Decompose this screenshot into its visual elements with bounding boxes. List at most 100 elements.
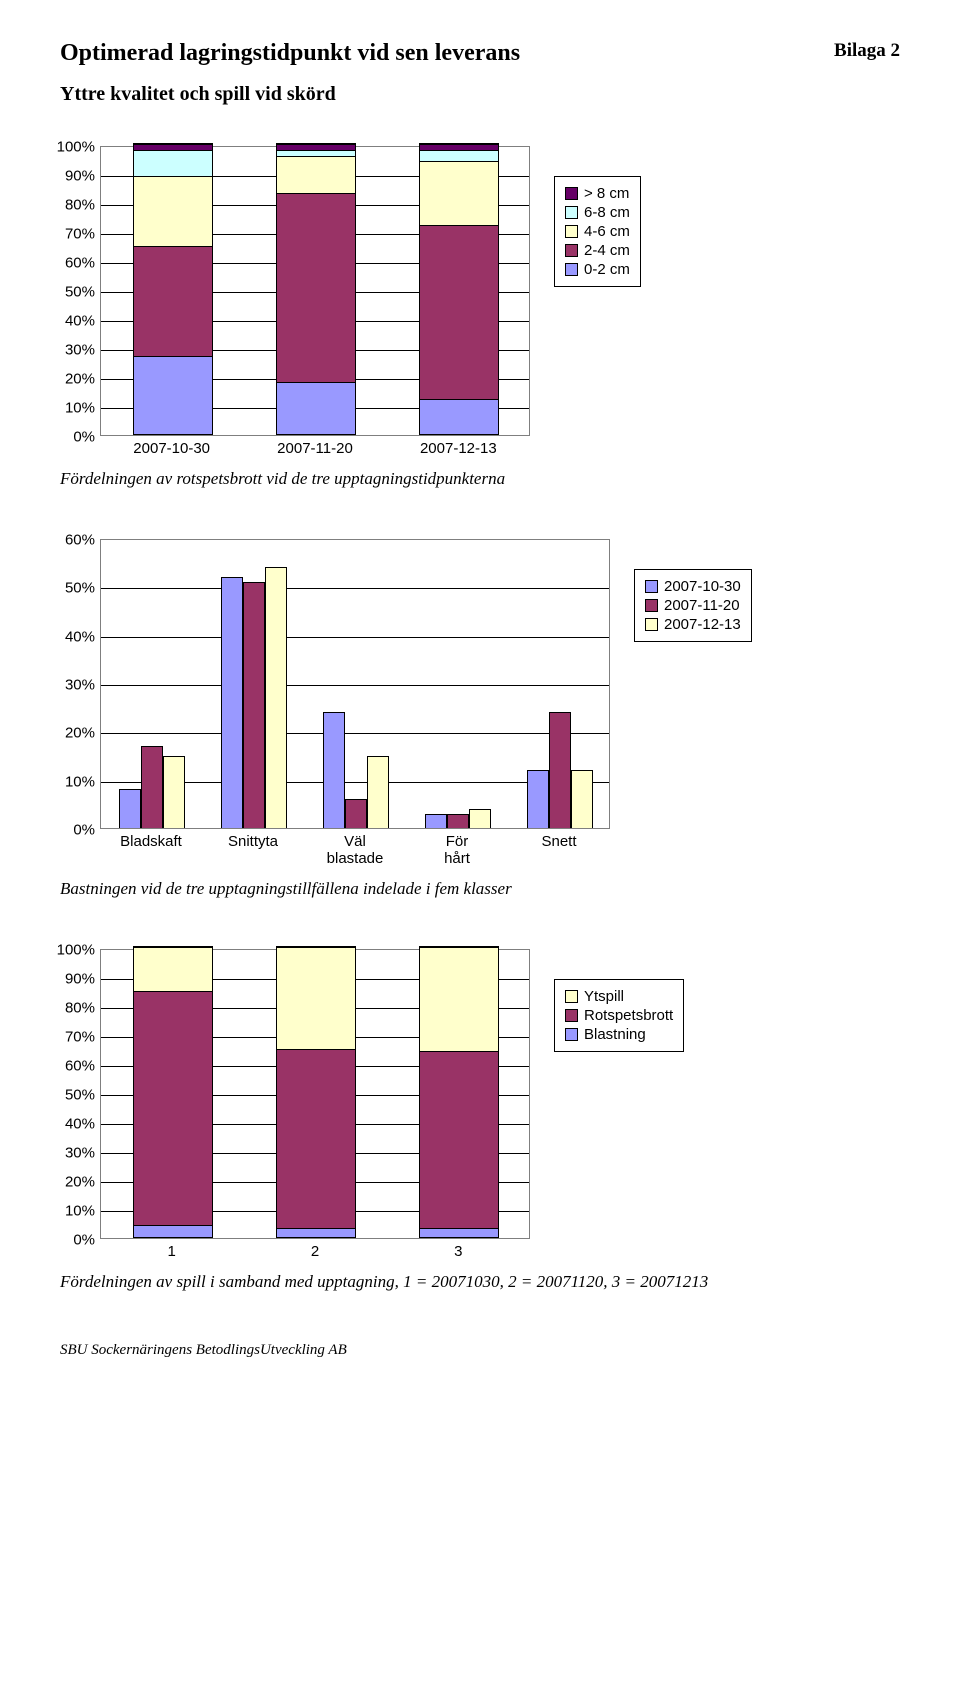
chart2: 0%10%20%30%40%50%60% BladskaftSnittytaVä… — [100, 539, 610, 867]
ytick-label: 20% — [65, 371, 101, 388]
legend-row: 2007-12-13 — [645, 616, 741, 633]
ytick-label: 90% — [65, 168, 101, 185]
bar-segment — [277, 947, 355, 1049]
stacked-bar — [276, 946, 356, 1238]
legend-label: > 8 cm — [584, 185, 629, 202]
bar — [243, 582, 265, 829]
ytick-label: 20% — [65, 725, 101, 742]
bar-segment — [420, 947, 498, 1051]
ytick-label: 20% — [65, 1174, 101, 1191]
ytick-label: 10% — [65, 400, 101, 417]
xtick-label: 2007-12-13 — [387, 440, 530, 457]
chart1-xaxis: 2007-10-302007-11-202007-12-13 — [100, 436, 530, 457]
bar-segment — [420, 399, 498, 434]
chart3-plot: 0%10%20%30%40%50%60%70%80%90%100% — [100, 949, 530, 1239]
ytick-label: 60% — [65, 1058, 101, 1075]
legend-row: Blastning — [565, 1026, 673, 1043]
bar — [367, 756, 389, 829]
ytick-label: 90% — [65, 971, 101, 988]
legend-row: Ytspill — [565, 988, 673, 1005]
legend-label: 2-4 cm — [584, 242, 630, 259]
stacked-bar — [419, 143, 499, 435]
legend-label: 2007-10-30 — [664, 578, 741, 595]
ytick-label: 0% — [73, 429, 101, 446]
bar-group — [425, 809, 491, 828]
chart1-wrap: 0%10%20%30%40%50%60%70%80%90%100% 2007-1… — [100, 146, 900, 457]
bar — [447, 814, 469, 829]
bar-segment — [134, 991, 212, 1226]
page-footer: SBU Sockernäringens BetodlingsUtveckling… — [60, 1342, 900, 1359]
xtick-label: 3 — [387, 1243, 530, 1260]
stacked-bar — [133, 143, 213, 435]
gridline — [101, 637, 609, 638]
chart3-wrap: 0%10%20%30%40%50%60%70%80%90%100% 123 Yt… — [100, 949, 900, 1260]
bar — [141, 746, 163, 828]
chart2-legend: 2007-10-302007-11-202007-12-13 — [634, 569, 752, 642]
xtick-label: 2 — [243, 1243, 386, 1260]
ytick-label: 50% — [65, 284, 101, 301]
xtick-label: 2007-11-20 — [243, 440, 386, 457]
bar-segment — [134, 246, 212, 356]
bar — [163, 756, 185, 829]
xtick-label: Snittyta — [202, 833, 304, 867]
bar — [527, 770, 549, 828]
bar-group — [119, 746, 185, 828]
chart2-plot: 0%10%20%30%40%50%60% — [100, 539, 610, 829]
ytick-label: 70% — [65, 1029, 101, 1046]
bar — [425, 814, 447, 829]
legend-label: 2007-12-13 — [664, 616, 741, 633]
ytick-label: 60% — [65, 255, 101, 272]
chart3-legend: YtspillRotspetsbrottBlastning — [554, 979, 684, 1052]
bar-segment — [420, 150, 498, 162]
bar-segment — [134, 150, 212, 176]
legend-label: Ytspill — [584, 988, 624, 1005]
legend-swatch — [565, 1028, 578, 1041]
chart2-xaxis: BladskaftSnittytaVälblastadeFörhårtSnett — [100, 829, 610, 867]
bar-segment — [277, 1228, 355, 1237]
ytick-label: 60% — [65, 532, 101, 549]
stacked-bar — [133, 946, 213, 1238]
bar-segment — [134, 356, 212, 434]
gridline — [101, 588, 609, 589]
ytick-label: 80% — [65, 1000, 101, 1017]
bar-segment — [277, 193, 355, 382]
legend-swatch — [565, 206, 578, 219]
legend-row: 4-6 cm — [565, 223, 630, 240]
ytick-label: 100% — [57, 942, 101, 959]
ytick-label: 10% — [65, 773, 101, 790]
bar-segment — [420, 225, 498, 399]
ytick-label: 50% — [65, 1087, 101, 1104]
xtick-label: Bladskaft — [100, 833, 202, 867]
ytick-label: 30% — [65, 342, 101, 359]
bar — [323, 712, 345, 828]
chart1-legend: > 8 cm 6-8 cm 4-6 cm 2-4 cm 0-2 cm — [554, 176, 641, 287]
legend-swatch — [645, 618, 658, 631]
legend-swatch — [645, 580, 658, 593]
bar-segment — [420, 1051, 498, 1228]
chart3-caption: Fördelningen av spill i samband med uppt… — [60, 1272, 900, 1292]
legend-row: 6-8 cm — [565, 204, 630, 221]
ytick-label: 100% — [57, 139, 101, 156]
ytick-label: 40% — [65, 313, 101, 330]
legend-label: 0-2 cm — [584, 261, 630, 278]
bar-group — [221, 567, 287, 828]
ytick-label: 80% — [65, 197, 101, 214]
ytick-label: 30% — [65, 1145, 101, 1162]
xtick-label: Välblastade — [304, 833, 406, 867]
legend-row: > 8 cm — [565, 185, 630, 202]
bar-segment — [134, 947, 212, 991]
bar-segment — [134, 1225, 212, 1237]
chart1: 0%10%20%30%40%50%60%70%80%90%100% 2007-1… — [100, 146, 530, 457]
legend-swatch — [565, 225, 578, 238]
ytick-label: 0% — [73, 822, 101, 839]
chart1-caption: Fördelningen av rotspetsbrott vid de tre… — [60, 469, 900, 489]
ytick-label: 0% — [73, 1232, 101, 1249]
bar-segment — [277, 382, 355, 434]
legend-swatch — [565, 1009, 578, 1022]
ytick-label: 40% — [65, 1116, 101, 1133]
ytick-label: 30% — [65, 677, 101, 694]
chart1-plot: 0%10%20%30%40%50%60%70%80%90%100% — [100, 146, 530, 436]
legend-row: 0-2 cm — [565, 261, 630, 278]
bar — [469, 809, 491, 828]
bar — [119, 789, 141, 828]
